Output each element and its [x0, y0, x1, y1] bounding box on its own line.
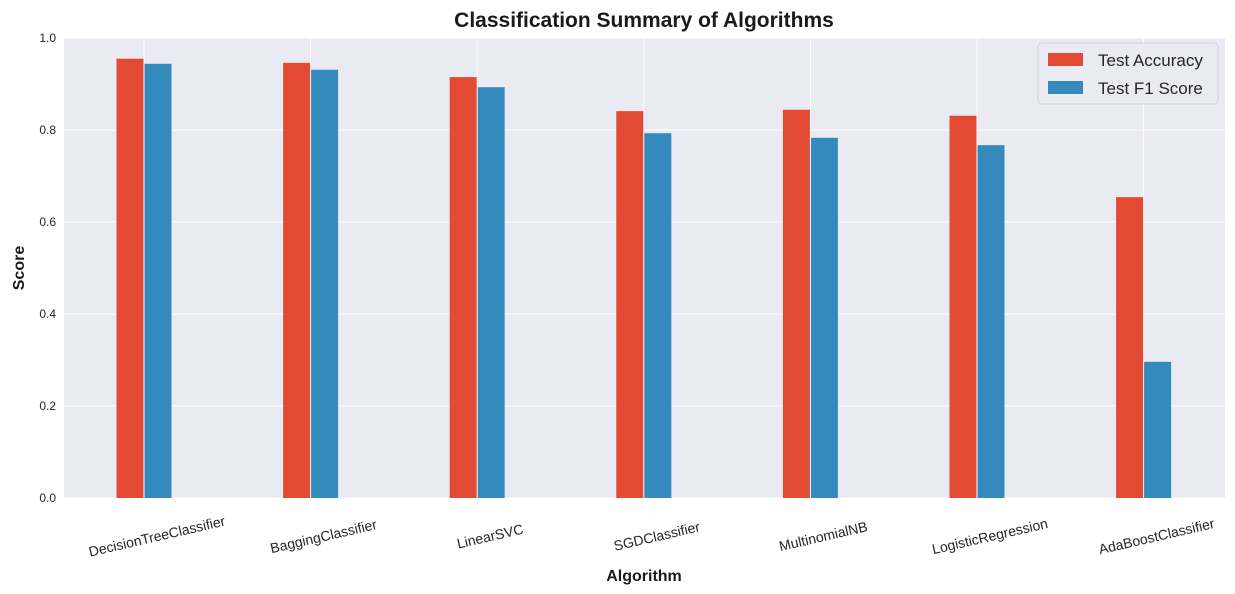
bar-test-accuracy-sgdclassifier — [616, 111, 644, 498]
legend-swatch-test-f1-score — [1048, 81, 1083, 94]
bar-test-accuracy-logisticregression — [949, 115, 977, 499]
bar-test-f1-score-linearsvc — [477, 87, 505, 498]
bar-test-accuracy-baggingclassifier — [283, 62, 311, 499]
bar-test-f1-score-baggingclassifier — [311, 69, 339, 499]
y-tick-label: 1.0 — [39, 31, 56, 45]
y-tick-label: 0.2 — [39, 399, 56, 413]
bar-test-accuracy-multinomialnb — [782, 109, 810, 498]
x-tick-label: BaggingClassifier — [269, 516, 379, 556]
bar-test-f1-score-decisiontreeclassifier — [144, 63, 172, 498]
y-axis-title: Score — [11, 246, 28, 291]
bar-test-f1-score-multinomialnb — [810, 137, 838, 498]
legend-label-test-f1-score: Test F1 Score — [1098, 79, 1203, 98]
legend-swatch-test-accuracy — [1048, 53, 1083, 66]
x-axis-ticks: DecisionTreeClassifier BaggingClassifier L… — [87, 513, 1216, 560]
x-tick-label: SGDClassifier — [612, 518, 702, 553]
x-tick-label: LogisticRegression — [930, 515, 1049, 557]
x-axis-title: Algorithm — [606, 568, 682, 585]
bar-test-f1-score-logisticregression — [977, 145, 1005, 498]
bar-test-accuracy-decisiontreeclassifier — [116, 58, 144, 498]
y-axis-ticks: 0.0 0.2 0.4 0.6 0.8 1.0 — [39, 31, 56, 505]
bar-test-accuracy-linearsvc — [449, 77, 477, 498]
y-tick-label: 0.8 — [39, 123, 56, 137]
y-tick-label: 0.4 — [39, 307, 56, 321]
bar-test-f1-score-adaboostclassifier — [1144, 361, 1172, 498]
y-tick-label: 0.0 — [39, 491, 56, 505]
legend: Test Accuracy Test F1 Score — [1037, 42, 1219, 105]
bar-test-f1-score-sgdclassifier — [644, 133, 672, 498]
x-tick-label: LinearSVC — [455, 521, 525, 552]
chart-title: Classification Summary of Algorithms — [454, 9, 834, 32]
bar-test-accuracy-adaboostclassifier — [1116, 197, 1144, 498]
legend-label-test-accuracy: Test Accuracy — [1098, 51, 1203, 70]
x-tick-label: AdaBoostClassifier — [1097, 515, 1216, 557]
x-tick-label: DecisionTreeClassifier — [87, 513, 227, 560]
x-tick-label: MultinomialNB — [778, 518, 870, 554]
bars — [116, 58, 1172, 499]
y-tick-label: 0.6 — [39, 215, 56, 229]
